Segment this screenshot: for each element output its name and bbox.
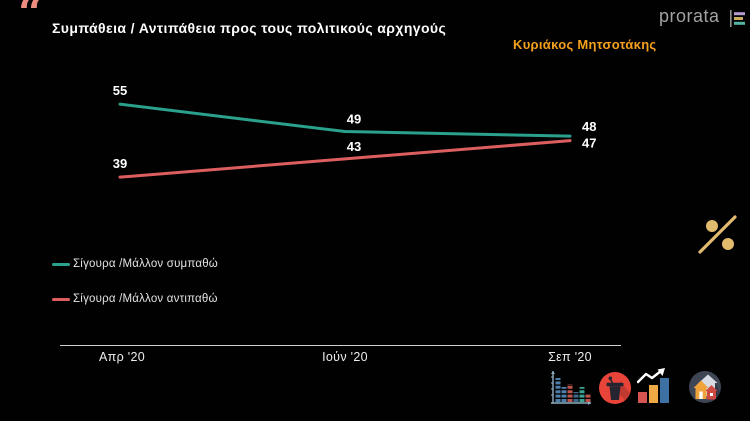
legend-item-antipathy: Σίγουρα /Μάλλον αντιπαθώ xyxy=(52,292,218,306)
legend-label-antipathy: Σίγουρα /Μάλλον αντιπαθώ xyxy=(73,293,218,305)
legend-item-sympathy: Σίγουρα /Μάλλον συμπαθώ xyxy=(52,257,218,271)
x-axis-line xyxy=(60,345,621,346)
growth-bars-arrow-icon xyxy=(637,368,669,403)
data-label: 47 xyxy=(582,136,596,151)
speech-podium-icon xyxy=(599,372,631,404)
data-label: 55 xyxy=(113,83,127,98)
prorata-logo-bars-icon xyxy=(730,10,745,27)
line-series-1 xyxy=(118,139,572,179)
prorata-logo-text: prorata xyxy=(659,6,720,26)
leader-name-label: Κυριάκος Μητσοτάκης xyxy=(513,37,657,52)
legend-swatch-sympathy xyxy=(52,262,70,266)
data-label: 43 xyxy=(347,139,361,154)
line-series-0 xyxy=(118,102,572,138)
data-label: 49 xyxy=(347,112,361,127)
quote-icon: “ xyxy=(18,0,44,39)
houses-icon xyxy=(689,371,721,403)
data-label: 48 xyxy=(582,119,596,134)
x-tick-sep20: Σεπ '20 xyxy=(548,350,592,364)
x-tick-apr20: Απρ '20 xyxy=(99,350,145,364)
x-tick-jun20: Ιούν '20 xyxy=(322,350,368,364)
percent-icon xyxy=(698,215,737,254)
legend-swatch-antipathy xyxy=(52,297,70,301)
segmented-bar-chart-icon xyxy=(551,371,591,405)
data-label: 39 xyxy=(113,156,127,171)
page-title: Συμπάθεια / Αντιπάθεια προς τους πολιτικ… xyxy=(52,20,447,36)
legend-label-sympathy: Σίγουρα /Μάλλον συμπαθώ xyxy=(73,258,218,270)
